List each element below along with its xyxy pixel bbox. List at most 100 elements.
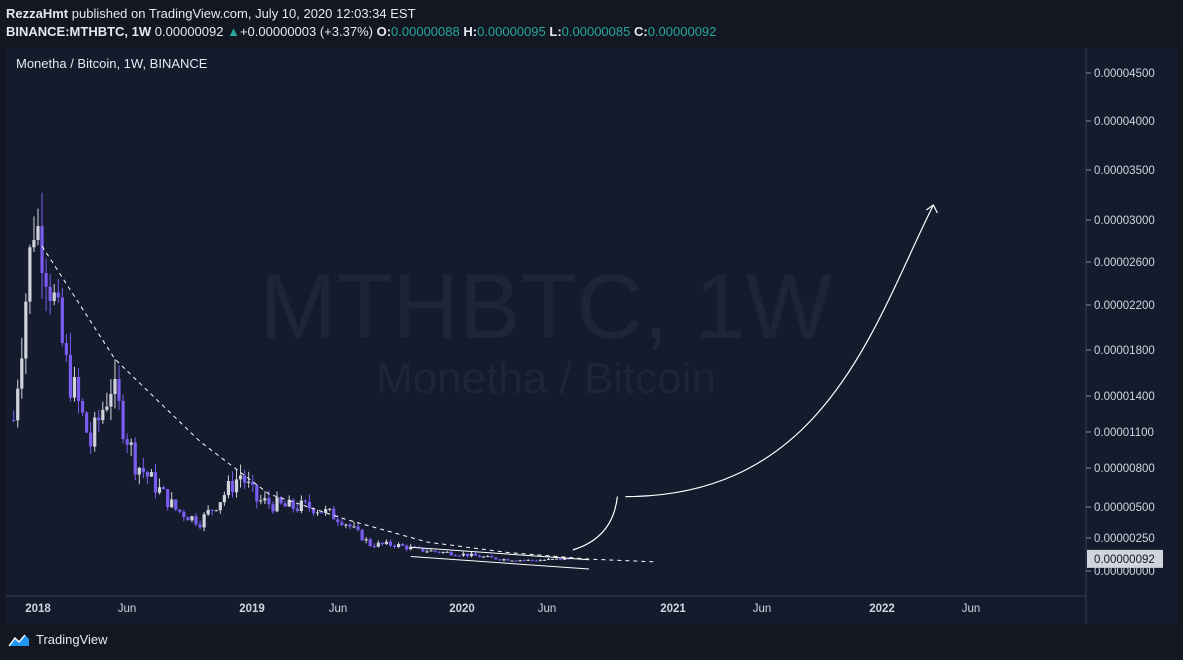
time-tick-label: Jun [753, 603, 772, 615]
candle-down [340, 522, 344, 526]
candle-up [137, 467, 141, 475]
open-label: O: [376, 24, 392, 39]
candle-down [506, 559, 510, 561]
candle-up [206, 509, 210, 515]
candle-up [546, 558, 551, 560]
candle-down [380, 542, 384, 545]
candle-up [16, 388, 20, 421]
candle-down [437, 551, 441, 553]
last-price-label: 0.00000092 [1094, 554, 1155, 566]
candle-up [441, 551, 445, 553]
dashed-trendline [41, 245, 654, 563]
author-name[interactable]: RezzaHmt [6, 6, 69, 21]
price-chart[interactable]: MTHBTC, 1W Monetha / Bitcoin 0.000045000… [6, 48, 1178, 624]
candle-up [28, 247, 32, 302]
candle-down [421, 547, 425, 552]
price-tick-label: 0.00002600 [1094, 257, 1155, 269]
chart-legend: Monetha / Bitcoin, 1W, BINANCE [16, 56, 208, 71]
candle-up [105, 406, 109, 410]
watermark-name: Monetha / Bitcoin [376, 354, 716, 403]
time-tick-label: Jun [329, 603, 348, 615]
candle-up [429, 550, 433, 552]
candle-down [494, 557, 498, 560]
time-tick-label: 2019 [239, 603, 265, 615]
candle-down [133, 442, 137, 475]
candle-down [522, 560, 526, 562]
candle-down [405, 545, 409, 550]
last-price-box [1087, 549, 1163, 568]
candle-down [356, 526, 360, 530]
footer-brand[interactable]: TradingView [36, 632, 108, 647]
candle-up [510, 560, 514, 562]
candle-up [445, 551, 449, 553]
candle-up [20, 358, 24, 389]
price-tick-label: 0.00001800 [1094, 345, 1155, 357]
price-axis[interactable]: 0.00004500 0.00004000 0.00003500 0.00003000… [1086, 68, 1155, 578]
candle-down [360, 529, 364, 541]
candle-up [376, 542, 380, 547]
candle-down [392, 545, 397, 547]
candle-down [559, 558, 563, 560]
candle-up [149, 472, 154, 477]
candle-up [384, 541, 389, 545]
candle-up [226, 481, 231, 496]
candle-up [299, 500, 303, 511]
candle-up [469, 553, 474, 557]
candles-group [12, 192, 571, 562]
candle-down [153, 472, 158, 493]
candle-up [315, 512, 320, 514]
open-value: 0.00000088 [391, 24, 460, 39]
candle-up [190, 516, 194, 521]
price-tick-label: 0.00000000 [1094, 566, 1155, 578]
candle-down [567, 558, 571, 560]
candle-down [433, 550, 437, 552]
candle-up [52, 292, 56, 302]
candle-down [89, 432, 93, 447]
candle-up [425, 551, 429, 553]
candle-up [157, 487, 162, 493]
candle-down [449, 551, 453, 556]
candle-up [222, 495, 226, 503]
candle-up [518, 560, 522, 562]
candle-up [170, 499, 174, 508]
candle-down [85, 412, 89, 433]
candle-down [291, 499, 295, 509]
candle-down [76, 376, 81, 402]
candle-down [255, 484, 259, 502]
candle-down [125, 439, 129, 445]
drawings-group [41, 204, 938, 570]
candle-up [32, 240, 36, 248]
candle-down [478, 555, 482, 558]
price-tick-label: 0.00003000 [1094, 215, 1155, 227]
price-tick-label: 0.00004000 [1094, 116, 1155, 128]
candle-down [311, 508, 316, 514]
candle-up [24, 301, 28, 359]
candle-down [178, 509, 182, 512]
candle-up [287, 499, 291, 507]
candle-down [336, 519, 340, 523]
watermark-symbol: MTHBTC, 1W [260, 256, 833, 358]
candle-up [526, 559, 530, 561]
chart-pane[interactable]: MTHBTC, 1W Monetha / Bitcoin 0.00004500 0… [6, 48, 1178, 624]
price-tick-label: 0.00002200 [1094, 300, 1155, 312]
candle-down [267, 498, 271, 505]
candle-down [40, 226, 44, 274]
high-label: H: [463, 24, 478, 39]
change-up-icon: ▲ [227, 24, 240, 39]
candle-down [68, 354, 73, 398]
candle-down [166, 489, 170, 508]
candle-down [161, 487, 166, 490]
candle-up [202, 514, 206, 528]
tradingview-logo-icon [8, 634, 29, 646]
time-axis[interactable]: 2018 Jun 2019 Jun 2020 Jun 2021 Jun 2022 Jun [25, 603, 980, 615]
candle-down [141, 467, 145, 473]
candle-down [303, 500, 307, 502]
candle-down [473, 553, 478, 556]
candle-down [174, 499, 178, 510]
candle-down [198, 524, 202, 528]
candle-down [121, 400, 125, 440]
high-value: 0.00000095 [477, 24, 546, 39]
price-tick-label: 0.00001400 [1094, 391, 1155, 403]
candle-down [48, 286, 52, 302]
candle-down [388, 541, 393, 546]
